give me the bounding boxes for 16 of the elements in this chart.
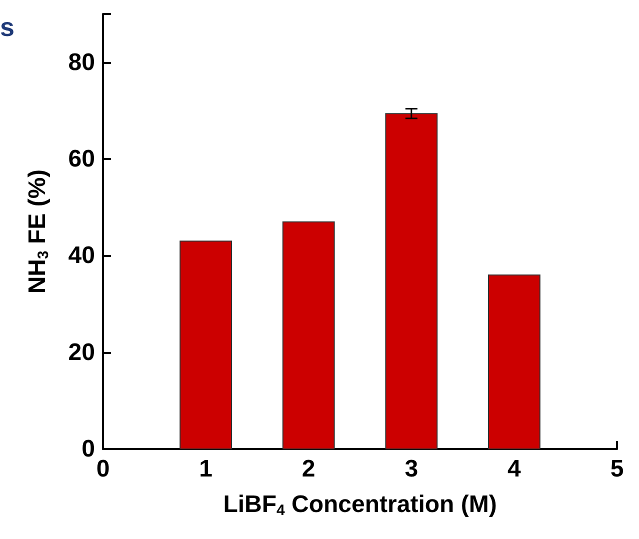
bar — [385, 113, 438, 450]
text: s — [0, 12, 14, 42]
x-tick-label: 1 — [199, 456, 212, 482]
bar — [180, 240, 232, 450]
x-tick-label: 4 — [508, 456, 522, 482]
y-tick-label: 60 — [68, 146, 95, 172]
y-tick-label: 80 — [68, 48, 95, 76]
x-tick-label: 3 — [404, 456, 418, 482]
x-tick-label: 5 — [610, 456, 624, 482]
y-tick-label: 20 — [68, 338, 95, 366]
x-tick-label: 2 — [302, 456, 316, 482]
bar — [282, 221, 335, 450]
y-tick-label: 0 — [82, 436, 95, 462]
y-tick-label: 40 — [68, 242, 95, 270]
y-axis-title: NH3 FE (%) — [24, 169, 52, 294]
bar — [488, 274, 540, 450]
